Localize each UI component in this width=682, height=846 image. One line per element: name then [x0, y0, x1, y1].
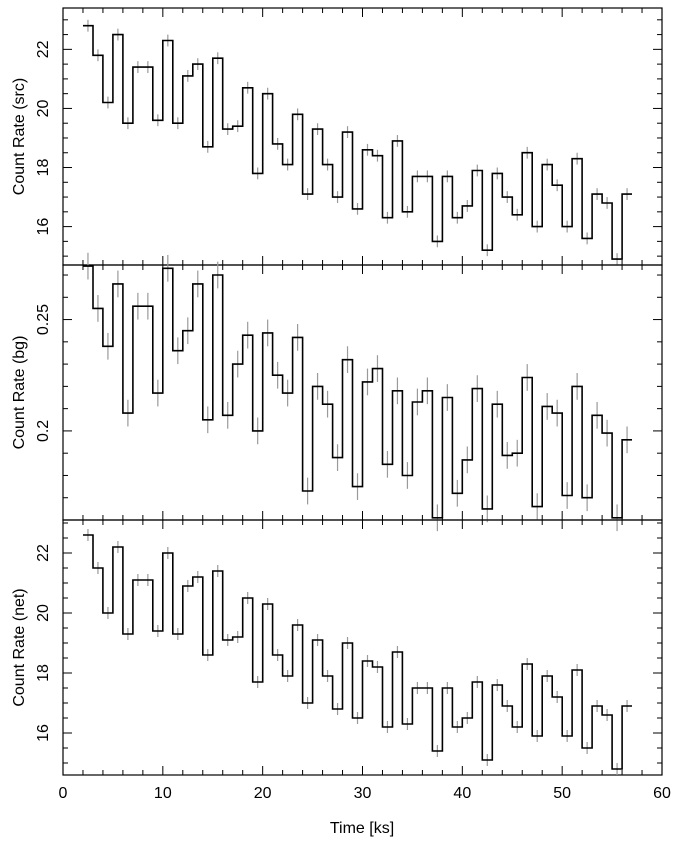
- y-axis-label: Count Rate (src): [11, 78, 28, 195]
- y-tick-label: 16: [35, 724, 52, 742]
- x-tick-label: 30: [354, 785, 372, 802]
- y-tick-label: 20: [35, 604, 52, 622]
- y-tick-label: 0.2: [35, 420, 52, 442]
- y-tick-label: 22: [35, 40, 52, 58]
- y-tick-label: 20: [35, 99, 52, 117]
- panel-3: 16 18 20 22 Count Rate (net): [11, 519, 663, 776]
- error-bars: [87, 252, 628, 532]
- y-tick-label: 16: [35, 218, 52, 236]
- error-bars: [87, 19, 628, 265]
- x-tick-label: 60: [653, 785, 671, 802]
- x-tick-label: 20: [254, 785, 272, 802]
- y-tick-label: 18: [35, 159, 52, 177]
- panel-1: 16 18 20 22 Count Rate (src): [11, 7, 663, 266]
- error-bars: [87, 529, 628, 775]
- y-tick-label: 0.25: [35, 304, 52, 335]
- panel-2: 0.2 0.25 Count Rate (bg): [11, 252, 663, 532]
- x-tick-label: 10: [154, 785, 172, 802]
- data-series-line: [83, 24, 632, 260]
- y-tick-label: 22: [35, 544, 52, 562]
- data-series-line: [83, 534, 632, 770]
- y-axis-label: Count Rate (net): [11, 588, 28, 706]
- y-axis-label: Count Rate (bg): [11, 336, 28, 450]
- x-tick-labels: 0 10 20 30 40 50 60: [59, 785, 671, 802]
- x-axis-label: Time [ks]: [330, 820, 394, 837]
- data-series-line: [83, 265, 632, 519]
- x-tick-label: 40: [453, 785, 471, 802]
- y-tick-label: 18: [35, 664, 52, 682]
- x-tick-label: 50: [553, 785, 571, 802]
- x-tick-label: 0: [59, 785, 68, 802]
